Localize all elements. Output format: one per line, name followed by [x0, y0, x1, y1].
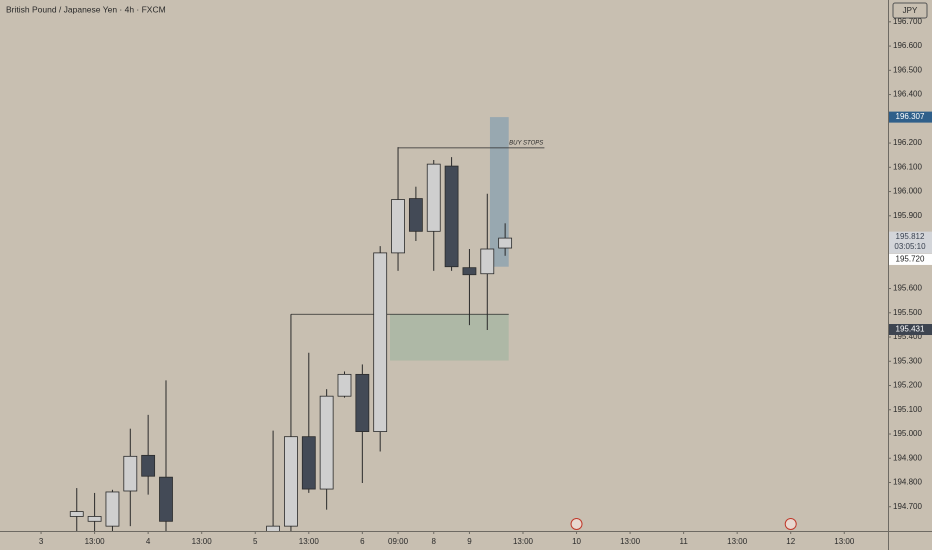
x-tick-label: 12 [786, 537, 795, 546]
x-tick-label: 13:00 [192, 537, 213, 546]
y-tick-label: 196.500 [893, 65, 922, 74]
x-tick-label: 5 [253, 537, 258, 546]
event-icon [784, 518, 797, 530]
candle-body [337, 373, 352, 397]
candle-body [69, 511, 84, 517]
zone [390, 314, 509, 361]
candle-body [319, 395, 334, 490]
x-tick-label: 13:00 [620, 537, 641, 546]
price-label: 195.720 [896, 255, 925, 264]
plot: BUY STOPS [69, 117, 545, 531]
y-tick-label: 195.400 [893, 332, 922, 341]
currency: JPY [903, 6, 918, 15]
price-label-box [889, 231, 932, 254]
y-tick-label: 194.800 [893, 478, 922, 487]
zone [489, 117, 509, 267]
y-tick-label: 195.300 [893, 356, 922, 365]
y-tick-label: 195.200 [893, 381, 922, 390]
y-tick-label: 194.700 [893, 502, 922, 511]
x-tick-label: 09:00 [388, 537, 409, 546]
y-tick-label: 196.200 [893, 138, 922, 147]
x-tick-label: 13:00 [299, 537, 320, 546]
x-tick-label: 3 [39, 537, 44, 546]
x-tick-label: 13:00 [727, 537, 748, 546]
price-label-box [889, 253, 932, 265]
candle-body [123, 455, 138, 492]
candle-body [498, 237, 513, 249]
y-tick-label: 196.000 [893, 187, 922, 196]
candle-body [284, 436, 298, 527]
y-tick-label: 194.900 [893, 453, 922, 462]
candle-body [373, 252, 388, 432]
y-tick-label: 195.500 [893, 308, 922, 317]
y-tick-label: 196.600 [893, 41, 922, 50]
x-tick-label: 13:00 [513, 537, 534, 546]
price-label-box [889, 324, 932, 336]
x-tick-label: 8 [432, 537, 437, 546]
candle-body [105, 491, 120, 527]
countdown: 03:05:10 [894, 242, 926, 251]
y-tick-label: 196.700 [893, 17, 922, 26]
price-label-box [889, 111, 932, 123]
candle-body [141, 454, 156, 477]
currency-box [892, 2, 928, 19]
candle-body [408, 198, 423, 232]
y-tick-label: 196.100 [893, 162, 922, 171]
x-tick-label: 13:00 [85, 537, 106, 546]
y-tick-label: 195.900 [893, 211, 922, 220]
y-tick-label: 196.400 [893, 90, 922, 99]
buy-stops-label: BUY STOPS [509, 140, 543, 146]
candle-body [480, 248, 495, 275]
candle-body [87, 516, 102, 522]
candle-body [355, 373, 370, 432]
event-icon [570, 518, 583, 530]
y-tick-label: 195.600 [893, 284, 922, 293]
x-tick-label: 6 [360, 537, 365, 546]
y-tick-label: 195.000 [893, 429, 922, 438]
candle-body [444, 165, 459, 268]
candle-body [301, 436, 316, 490]
candle-body [462, 267, 477, 276]
x-tick-label: 4 [146, 537, 151, 546]
candle-body [159, 476, 173, 522]
candle-body [426, 163, 441, 232]
candle-body [391, 199, 405, 254]
x-tick-label: 9 [467, 537, 472, 546]
x-tick-label: 13:00 [834, 537, 855, 546]
chart-title: British Pound / Japanese Yen · 4h · FXCM [6, 4, 166, 14]
x-tick-label: 11 [679, 537, 688, 546]
candle-body [266, 525, 280, 531]
y-tick-label: 195.100 [893, 405, 922, 414]
price-label: 195.431 [896, 325, 925, 334]
price-label: 196.307 [896, 112, 925, 121]
x-tick-label: 10 [572, 537, 581, 546]
price-label: 195.812 [896, 232, 925, 241]
